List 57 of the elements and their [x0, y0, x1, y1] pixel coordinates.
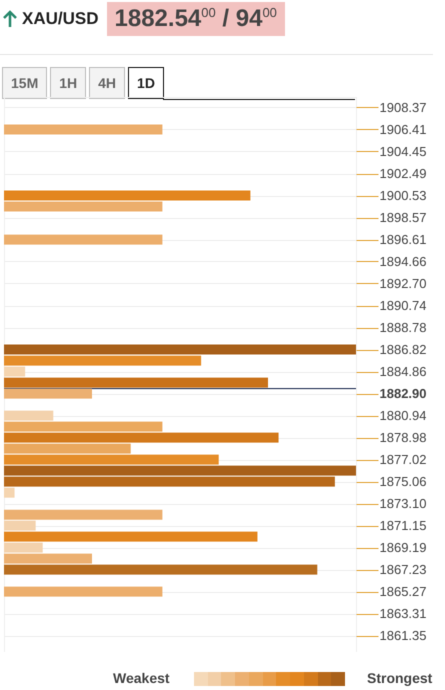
- bar: [4, 466, 356, 476]
- text: 4H: [89, 67, 126, 99]
- y-tick-label: 1888.78: [380, 320, 426, 336]
- y-tick-label: 1873.10: [380, 496, 426, 512]
- y-tick-label: 1902.49: [380, 166, 426, 182]
- bar: [4, 510, 162, 520]
- y-tick-label: 1884.86: [380, 364, 426, 380]
- y-tick-label: 1904.45: [380, 144, 426, 159]
- y-tick-label: 1871.15: [380, 518, 426, 534]
- y-tick-label: 1896.61: [380, 232, 426, 248]
- bar: [4, 542, 43, 553]
- bar: [4, 554, 92, 564]
- bar: [4, 190, 250, 201]
- y-tick-label: 1875.06: [380, 474, 426, 490]
- bar: [4, 124, 162, 134]
- text: 15M: [2, 67, 48, 99]
- bar: [4, 202, 162, 212]
- bar: [4, 476, 335, 487]
- bar: [4, 234, 162, 245]
- bar: [4, 344, 356, 355]
- y-tick-label: 1878.98: [380, 430, 426, 446]
- bar: [4, 356, 202, 366]
- bar: [4, 388, 92, 399]
- y-tick-label: 1877.02: [380, 452, 426, 468]
- bar: [4, 488, 15, 498]
- bar: [4, 378, 268, 388]
- bar: [4, 586, 162, 597]
- y-tick-label: 1908.37: [380, 100, 426, 115]
- y-tick-label: 1886.82: [380, 342, 426, 358]
- y-tick-label: 1861.35: [380, 628, 426, 644]
- y-tick-label: 1880.94: [380, 408, 426, 424]
- bar: [4, 520, 36, 531]
- y-tick-label: 1892.70: [380, 276, 426, 291]
- text: Strongest: [367, 670, 432, 686]
- bar: [4, 366, 26, 377]
- y-tick-label: 1898.57: [380, 210, 426, 226]
- chart-title: XAU/USD: [22, 9, 99, 29]
- bar: [4, 432, 279, 443]
- text: Weakest: [113, 670, 170, 686]
- y-tick-label: 1865.27: [380, 584, 426, 600]
- y-tick-label: 1867.23: [380, 562, 426, 578]
- bar: [4, 422, 162, 432]
- bar: [4, 444, 131, 454]
- text: 1H: [50, 67, 86, 99]
- text: 1D: [128, 67, 164, 99]
- bar: [4, 454, 219, 465]
- y-tick-label: 1890.74: [380, 298, 426, 314]
- y-tick-label: 1900.53: [380, 188, 426, 204]
- bar: [4, 564, 318, 575]
- y-tick-label: 1894.66: [380, 254, 426, 269]
- y-tick-label: 1869.19: [380, 540, 426, 556]
- y-tick-label: 1906.41: [380, 122, 426, 137]
- bar: [4, 532, 258, 542]
- y-tick-label: 1882.90: [380, 386, 426, 402]
- chart-subtitle: 1882.54$^{00}$ / 94$^{00}$: [106, 2, 285, 36]
- y-tick-label: 1863.31: [380, 606, 426, 622]
- bar: [4, 410, 54, 421]
